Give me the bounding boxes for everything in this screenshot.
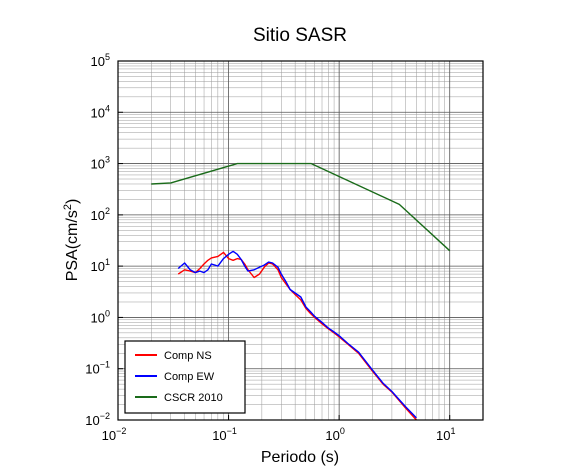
grid-minor	[118, 61, 484, 420]
y-tick-exp: 0	[105, 308, 110, 318]
y-axis-label-base: PSA(cm/s	[64, 210, 81, 281]
x-tick-base: 10	[325, 428, 339, 443]
series-line-cscr-2010	[151, 162, 451, 252]
x-tick-exp: −1	[227, 426, 237, 436]
y-tick-base: 10	[85, 362, 99, 377]
y-tick-base: 10	[91, 157, 105, 172]
y-tick-label: 104	[91, 103, 110, 120]
plot-frame	[117, 60, 484, 421]
x-tick-label: 101	[436, 426, 455, 443]
y-tick-exp: 3	[105, 155, 110, 165]
y-axis-label: PSA(cm/s2)	[62, 199, 81, 282]
y-tick-label: 100	[91, 308, 110, 325]
y-tick-label: 10−2	[85, 411, 110, 428]
series-line-comp-ns	[177, 251, 417, 420]
legend-label-comp-ew: Comp EW	[164, 371, 215, 383]
y-tick-base: 10	[91, 259, 105, 274]
x-tick-label: 10−2	[102, 426, 127, 443]
legend-label-comp-ns: Comp NS	[164, 350, 212, 362]
y-tick-base: 10	[91, 54, 105, 69]
x-tick-exp: 0	[340, 426, 345, 436]
x-tick-label: 100	[325, 426, 344, 443]
x-tick-base: 10	[212, 428, 226, 443]
series-line-comp-ew	[177, 250, 417, 419]
y-axis-label-close: )	[64, 199, 81, 204]
y-tick-base: 10	[91, 105, 105, 120]
y-tick-base: 10	[85, 413, 99, 428]
y-tick-exp: 1	[105, 257, 110, 267]
x-tick-exp: 1	[450, 426, 455, 436]
y-tick-exp: 4	[105, 103, 110, 113]
y-tick-label: 101	[91, 257, 110, 274]
y-axis-label-sup: 2	[62, 204, 74, 210]
legend-label-cscr-2010: CSCR 2010	[164, 392, 223, 404]
x-tick-label: 10−1	[212, 426, 237, 443]
x-tick-base: 10	[436, 428, 450, 443]
x-tick-base: 10	[102, 428, 116, 443]
y-tick-label: 10−1	[85, 360, 110, 377]
y-tick-exp: 2	[105, 206, 110, 216]
x-axis-label: Periodo (s)	[261, 449, 339, 466]
y-tick-label: 103	[91, 155, 110, 172]
chart-title: Sitio SASR	[253, 25, 347, 46]
x-axis-ticks: 10−2 10−1 100 101	[102, 415, 455, 443]
y-tick-label: 105	[91, 52, 110, 69]
y-tick-base: 10	[91, 208, 105, 223]
legend: Comp NS Comp EW CSCR 2010	[124, 340, 246, 414]
y-tick-label: 102	[91, 206, 110, 223]
x-tick-exp: −2	[116, 426, 126, 436]
y-tick-base: 10	[91, 310, 105, 325]
y-tick-exp: −1	[100, 360, 110, 370]
y-tick-exp: −2	[100, 411, 110, 421]
y-tick-exp: 5	[105, 52, 110, 62]
series-layer	[151, 162, 451, 420]
